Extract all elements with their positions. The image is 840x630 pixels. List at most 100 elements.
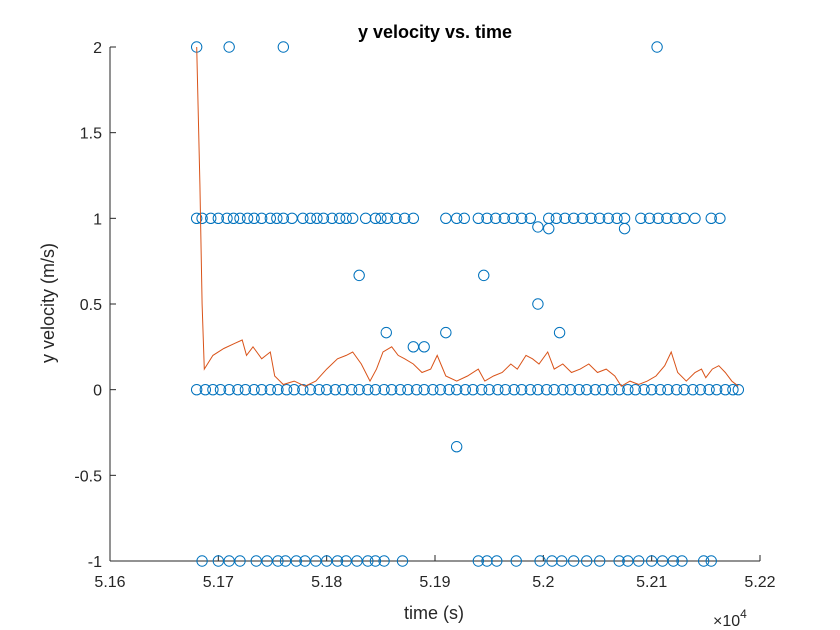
data-point — [264, 212, 277, 225]
data-point — [297, 383, 309, 396]
data-point — [670, 383, 683, 396]
y-tick-label: 2 — [93, 40, 102, 57]
data-point — [443, 383, 455, 396]
data-point — [317, 212, 330, 225]
data-point — [564, 383, 577, 396]
data-point — [390, 212, 402, 225]
data-point — [576, 212, 589, 225]
data-point — [732, 383, 745, 396]
data-point — [585, 212, 597, 225]
data-point — [705, 212, 717, 225]
data-point — [481, 555, 493, 567]
data-point — [196, 555, 208, 567]
data-point — [394, 383, 407, 396]
data-point — [326, 212, 338, 225]
data-point — [557, 383, 569, 396]
data-point — [277, 212, 290, 225]
data-point — [407, 212, 420, 225]
data-point — [618, 212, 631, 225]
data-point — [440, 326, 452, 339]
data-point — [223, 41, 235, 53]
data-point — [472, 555, 485, 567]
data-point — [524, 383, 537, 396]
data-point — [534, 555, 546, 567]
data-point — [635, 212, 647, 225]
data-point — [618, 222, 631, 235]
x-axis-label: time (s) — [404, 603, 464, 623]
data-point — [320, 383, 333, 396]
data-point — [362, 555, 374, 567]
data-point — [271, 212, 283, 225]
data-point — [427, 383, 439, 396]
data-point — [288, 383, 300, 396]
data-point — [611, 212, 623, 225]
y-tick-label: 1.5 — [80, 126, 102, 143]
data-point — [380, 326, 392, 339]
data-point — [207, 383, 219, 396]
data-point — [248, 212, 260, 225]
data-point — [567, 555, 580, 567]
data-point — [553, 326, 566, 339]
data-point — [378, 555, 390, 567]
data-point — [353, 383, 365, 396]
data-point — [705, 555, 717, 567]
data-point — [369, 212, 382, 225]
data-point — [196, 212, 208, 225]
data-point — [331, 555, 344, 567]
data-point — [241, 212, 254, 225]
data-point — [450, 383, 463, 396]
data-point — [277, 41, 290, 53]
data-point — [381, 212, 394, 225]
data-point — [667, 555, 680, 567]
data-point — [297, 212, 309, 225]
data-point — [540, 383, 553, 396]
data-point — [402, 383, 414, 396]
data-point — [369, 383, 382, 396]
data-point — [638, 383, 650, 396]
data-point — [662, 383, 674, 396]
x-tick-label: 5.2 — [532, 574, 554, 591]
data-point — [385, 383, 398, 396]
data-point — [622, 383, 634, 396]
x-exponent-label: ×104 — [713, 607, 747, 630]
data-point — [304, 383, 317, 396]
data-point — [481, 212, 493, 225]
data-point — [703, 383, 715, 396]
data-point — [524, 212, 537, 225]
y-ticks: -1 -0.5 0 0.5 1 1.5 2 — [74, 40, 116, 571]
data-point — [190, 212, 203, 225]
x-tick-label: 5.16 — [94, 574, 125, 591]
data-point — [710, 383, 723, 396]
data-point — [515, 212, 528, 225]
data-point — [643, 212, 656, 225]
data-point — [190, 383, 203, 396]
data-point — [255, 383, 268, 396]
data-point — [580, 383, 593, 396]
data-point — [333, 212, 346, 225]
data-point — [532, 298, 544, 310]
y-axis-label: y velocity (m/s) — [38, 243, 58, 363]
data-point — [532, 221, 544, 233]
data-point — [362, 383, 374, 396]
data-point — [508, 383, 520, 396]
data-point — [255, 212, 268, 225]
data-point — [589, 383, 602, 396]
data-point — [248, 383, 260, 396]
data-point — [550, 212, 563, 225]
data-point — [205, 212, 217, 225]
data-point — [264, 383, 277, 396]
data-point — [491, 555, 503, 567]
data-point — [346, 212, 359, 225]
data-point — [369, 555, 382, 567]
y-tick-label: -0.5 — [74, 468, 102, 485]
x-exponent-power: 4 — [740, 607, 747, 621]
data-point — [632, 555, 645, 567]
data-point — [418, 341, 430, 353]
data-point — [697, 555, 710, 567]
y-tick-label: 0.5 — [80, 297, 102, 314]
data-point — [499, 383, 512, 396]
data-point — [652, 212, 664, 225]
x-tick-label: 5.21 — [636, 574, 667, 591]
data-point — [375, 212, 387, 225]
